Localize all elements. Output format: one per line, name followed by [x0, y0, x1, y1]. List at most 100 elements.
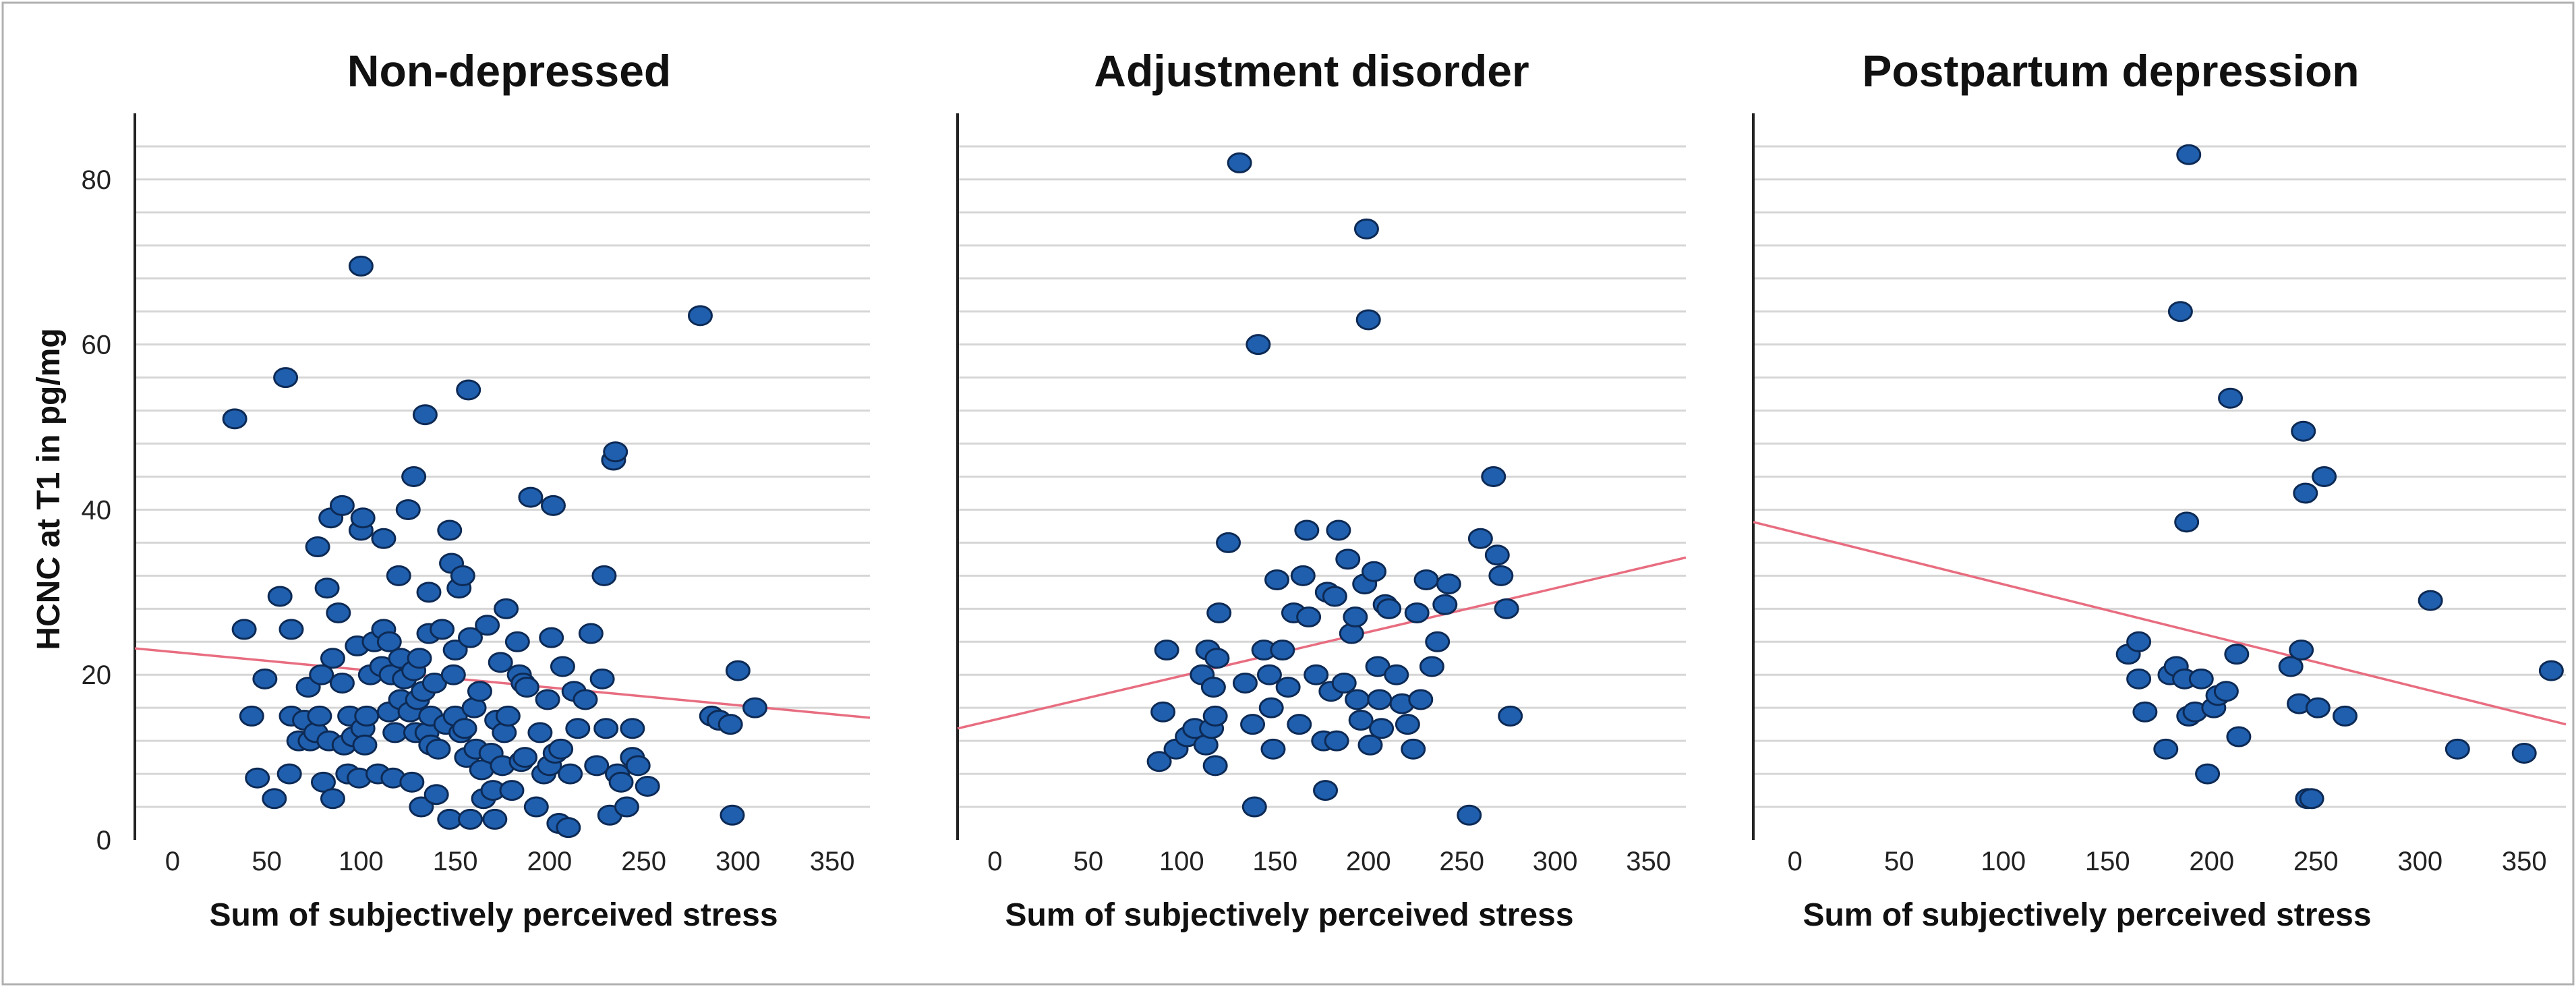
data-point: [1357, 734, 1383, 756]
data-point: [614, 796, 639, 818]
data-point: [350, 507, 376, 529]
data-point: [2418, 590, 2443, 611]
data-point: [2332, 705, 2358, 727]
x-tick-label: 100: [339, 847, 384, 876]
data-point: [1322, 586, 1347, 607]
x-tick-label: 150: [1252, 847, 1297, 876]
data-point: [720, 804, 745, 826]
data-point: [1432, 594, 1458, 615]
data-point: [273, 367, 299, 389]
data-point: [399, 771, 425, 793]
data-point: [1204, 648, 1230, 669]
data-point: [1264, 569, 1290, 590]
data-point: [1413, 569, 1439, 590]
data-point: [1313, 780, 1339, 801]
data-point: [2293, 482, 2318, 504]
data-point: [1275, 677, 1301, 698]
data-point: [1345, 689, 1370, 710]
x-tick-label: 300: [1533, 847, 1578, 876]
data-point: [1419, 656, 1444, 677]
data-point: [1362, 561, 1387, 582]
x-tick-label: 200: [1346, 847, 1391, 876]
x-tick-label: 150: [433, 847, 478, 876]
data-point: [401, 466, 427, 487]
data-point: [578, 623, 604, 644]
data-point: [395, 499, 421, 520]
data-point: [513, 747, 538, 768]
data-point: [573, 689, 598, 710]
data-point: [2213, 681, 2239, 702]
data-point: [2445, 738, 2470, 760]
data-point: [1367, 689, 1393, 710]
panel-adjustment-disorder: Adjustment disorder 0 50 100 150 200 250 300 35…: [956, 46, 1687, 933]
data-point: [1395, 714, 1420, 735]
plot-area: 0 50 100 150 200 250 300 350: [956, 113, 1687, 876]
data-point: [550, 656, 575, 677]
data-point: [591, 565, 617, 586]
data-point: [1481, 466, 1506, 487]
x-tick-label: 250: [621, 847, 666, 876]
y-tick-label: 80: [82, 165, 112, 195]
data-point: [1324, 730, 1349, 752]
data-point: [504, 631, 530, 652]
data-point: [354, 705, 380, 727]
x-tick-label: 350: [810, 847, 855, 876]
x-tick-label: 50: [1884, 847, 1914, 876]
y-tick-label: 20: [82, 660, 112, 690]
data-point: [548, 738, 574, 760]
data-point: [1436, 573, 1461, 595]
data-point: [430, 619, 455, 640]
data-point: [1484, 544, 1510, 566]
data-point: [539, 627, 564, 648]
data-point: [540, 495, 566, 516]
data-point: [1241, 796, 1267, 818]
data-point: [1202, 705, 1228, 727]
data-point: [386, 565, 411, 586]
data-point: [495, 705, 521, 727]
data-point: [1326, 519, 1351, 541]
data-point: [329, 672, 355, 694]
data-point: [467, 681, 492, 702]
data-point: [535, 689, 560, 710]
data-point: [2188, 668, 2214, 689]
data-point: [1232, 672, 1258, 694]
data-point: [1353, 218, 1379, 239]
data-point: [2278, 656, 2304, 677]
x-tick-label: 200: [2189, 847, 2234, 876]
x-tick-label: 350: [2502, 847, 2547, 876]
data-point: [742, 697, 768, 718]
data-point: [2167, 301, 2193, 322]
data-point: [1343, 607, 1368, 628]
data-point: [1304, 664, 1329, 685]
data-point: [457, 627, 483, 648]
data-point: [589, 668, 615, 689]
x-tick-label: 300: [2397, 847, 2442, 876]
data-point: [625, 755, 651, 777]
panel-postpartum-depression: Postpartum depression 0 50 100 150 200 250 300…: [1752, 46, 2567, 933]
data-point: [1404, 602, 1430, 623]
data-point: [437, 519, 463, 541]
plot-area: 0 50 100 150 200 250 300 350: [1752, 113, 2567, 876]
data-point: [2291, 420, 2316, 442]
data-point: [527, 722, 553, 743]
data-point: [407, 648, 432, 669]
data-point: [382, 722, 408, 743]
data-point: [1369, 718, 1395, 739]
data-point: [635, 775, 660, 797]
data-point: [1376, 598, 1402, 619]
data-point: [1290, 565, 1316, 586]
data-point: [1240, 714, 1266, 735]
data-point: [718, 714, 743, 735]
data-point: [348, 255, 374, 277]
y-tick-label: 40: [82, 495, 112, 525]
data-point: [494, 598, 519, 619]
x-tick-label: 50: [1074, 847, 1104, 876]
data-point: [440, 664, 466, 685]
data-point: [475, 615, 500, 636]
data-point: [276, 763, 302, 785]
data-point: [2511, 742, 2537, 764]
data-point: [1401, 738, 1426, 760]
data-point: [1457, 804, 1482, 826]
fit-line: [1753, 521, 2567, 726]
